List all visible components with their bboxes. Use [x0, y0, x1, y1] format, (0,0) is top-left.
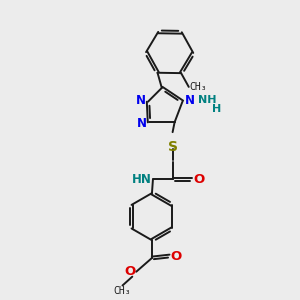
Text: O: O: [193, 173, 205, 186]
Text: S: S: [168, 140, 178, 154]
Text: CH₃: CH₃: [114, 286, 131, 296]
Text: CH₃: CH₃: [190, 82, 207, 92]
Text: O: O: [124, 265, 135, 278]
Text: N: N: [184, 94, 194, 107]
Text: H: H: [212, 103, 221, 114]
Text: HN: HN: [132, 173, 152, 186]
Text: NH: NH: [198, 95, 217, 105]
Text: N: N: [136, 94, 146, 107]
Text: N: N: [137, 117, 147, 130]
Text: O: O: [171, 250, 182, 262]
